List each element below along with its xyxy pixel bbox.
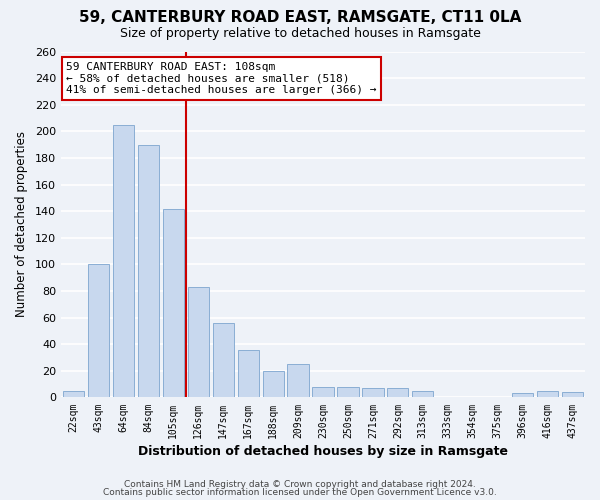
Bar [88,264,109,398]
Text: Contains HM Land Registry data © Crown copyright and database right 2024.: Contains HM Land Registry data © Crown c… [124,480,476,489]
Bar [512,394,533,398]
Text: 59, CANTERBURY ROAD EAST, RAMSGATE, CT11 0LA: 59, CANTERBURY ROAD EAST, RAMSGATE, CT11… [79,10,521,25]
Bar [287,364,308,398]
Bar [337,387,359,398]
Bar [63,391,84,398]
Bar [562,392,583,398]
Text: Contains public sector information licensed under the Open Government Licence v3: Contains public sector information licen… [103,488,497,497]
Text: Size of property relative to detached houses in Ramsgate: Size of property relative to detached ho… [119,28,481,40]
Bar [113,124,134,398]
Bar [412,391,433,398]
Bar [238,350,259,398]
Bar [362,388,383,398]
Bar [212,323,234,398]
Bar [537,391,558,398]
Bar [263,371,284,398]
Text: 59 CANTERBURY ROAD EAST: 108sqm
← 58% of detached houses are smaller (518)
41% o: 59 CANTERBURY ROAD EAST: 108sqm ← 58% of… [66,62,377,95]
Bar [387,388,409,398]
Y-axis label: Number of detached properties: Number of detached properties [15,132,28,318]
Bar [313,387,334,398]
Bar [188,287,209,398]
X-axis label: Distribution of detached houses by size in Ramsgate: Distribution of detached houses by size … [138,444,508,458]
Bar [163,208,184,398]
Bar [138,144,159,398]
